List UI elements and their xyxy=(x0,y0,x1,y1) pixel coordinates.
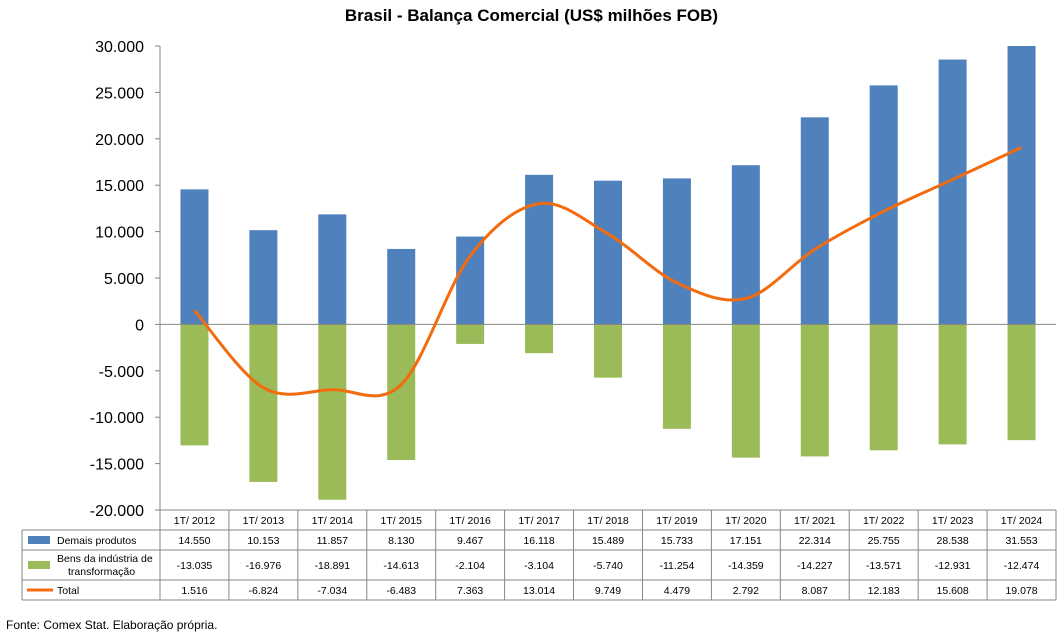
table-value: 15.733 xyxy=(661,535,693,547)
y-tick-label: 0 xyxy=(135,317,144,334)
bar-demais-produtos-5 xyxy=(525,174,554,325)
table-category-label: 1T/ 2022 xyxy=(863,515,905,527)
legend-key-0 xyxy=(28,536,50,544)
y-tick-label: 15.000 xyxy=(95,178,144,195)
y-tick-label: -10.000 xyxy=(90,410,144,427)
table-value: -2.104 xyxy=(455,560,485,572)
table-value: 16.118 xyxy=(523,535,554,547)
table-value: 8.130 xyxy=(388,535,414,547)
table-category-label: 1T/ 2014 xyxy=(312,515,354,527)
table-category-label: 1T/ 2017 xyxy=(518,515,560,527)
table-value: -14.359 xyxy=(728,560,764,572)
table-category-label: 1T/ 2015 xyxy=(381,515,423,527)
table-category-label: 1T/ 2024 xyxy=(1001,515,1043,527)
bar-bens-industria-2 xyxy=(318,324,347,500)
bar-demais-produtos-1 xyxy=(249,230,278,325)
table-value: -5.740 xyxy=(593,560,623,572)
bar-bens-industria-5 xyxy=(525,324,554,354)
bar-bens-industria-11 xyxy=(938,324,967,445)
table-value: -14.227 xyxy=(797,560,833,572)
table-value: -13.035 xyxy=(177,560,213,572)
table-value: -13.571 xyxy=(866,560,902,572)
table-value: 9.749 xyxy=(595,585,621,597)
y-tick-label: 25.000 xyxy=(95,85,144,102)
total-line xyxy=(193,145,1023,398)
table-value: 11.857 xyxy=(317,535,348,547)
table-value: -3.104 xyxy=(524,560,554,572)
bar-demais-produtos-2 xyxy=(318,214,347,325)
bar-demais-produtos-4 xyxy=(456,236,485,325)
table-value: 9.467 xyxy=(457,535,483,547)
legend-key-1 xyxy=(28,561,50,569)
table-value: -16.976 xyxy=(246,560,282,572)
bar-bens-industria-4 xyxy=(456,324,485,344)
y-tick-label: -20.000 xyxy=(90,503,144,520)
table-value: -6.824 xyxy=(248,585,278,597)
bar-demais-produtos-7 xyxy=(662,178,691,325)
legend-label-2: Total xyxy=(57,585,79,597)
table-value: 25.755 xyxy=(868,535,900,547)
table-category-label: 1T/ 2012 xyxy=(174,515,216,527)
table-category-label: 1T/ 2021 xyxy=(794,515,836,527)
table-value: -18.891 xyxy=(314,560,350,572)
bar-demais-produtos-10 xyxy=(869,85,898,325)
table-category-label: 1T/ 2023 xyxy=(932,515,974,527)
table-value: 7.363 xyxy=(457,585,483,597)
source-note: Fonte: Comex Stat. Elaboração própria. xyxy=(6,618,218,632)
table-category-label: 1T/ 2013 xyxy=(243,515,285,527)
chart-title: Brasil - Balança Comercial (US$ milhões … xyxy=(344,6,719,25)
bar-demais-produtos-12 xyxy=(1007,46,1036,325)
table-value: -11.254 xyxy=(660,560,695,572)
table-value: 22.314 xyxy=(799,535,831,547)
table-value: 12.183 xyxy=(868,585,900,597)
y-tick-label: 20.000 xyxy=(95,132,144,149)
table-value: 8.087 xyxy=(802,585,828,597)
bar-demais-produtos-6 xyxy=(594,180,622,325)
table-value: 15.489 xyxy=(592,535,624,547)
table-category-label: 1T/ 2020 xyxy=(725,515,767,527)
bar-bens-industria-9 xyxy=(800,324,829,457)
bar-demais-produtos-9 xyxy=(800,117,829,325)
y-tick-label: 10.000 xyxy=(95,225,144,242)
table-value: 4.479 xyxy=(664,585,690,597)
table-value: 2.792 xyxy=(733,585,759,597)
table-category-label: 1T/ 2018 xyxy=(587,515,629,527)
table-value: -7.034 xyxy=(317,585,347,597)
legend-label-1: Bens da indústria de xyxy=(57,553,153,565)
bar-bens-industria-6 xyxy=(594,324,622,378)
bar-demais-produtos-11 xyxy=(938,59,967,325)
table-value: 14.550 xyxy=(178,535,210,547)
table-value: -12.931 xyxy=(935,560,971,572)
bar-demais-produtos-0 xyxy=(180,189,209,325)
y-tick-label: -15.000 xyxy=(90,457,144,474)
table-value: 28.538 xyxy=(937,535,969,547)
bar-bens-industria-10 xyxy=(869,324,898,451)
bar-bens-industria-0 xyxy=(180,324,209,446)
table-value: 10.153 xyxy=(247,535,279,547)
table-value: 13.014 xyxy=(523,585,555,597)
table-category-label: 1T/ 2016 xyxy=(449,515,491,527)
table-value: 15.608 xyxy=(937,585,969,597)
table-value: -6.483 xyxy=(386,585,416,597)
table-value: 19.078 xyxy=(1005,585,1037,597)
y-tick-label: 30.000 xyxy=(95,39,144,56)
table-category-label: 1T/ 2019 xyxy=(656,515,698,527)
bar-demais-produtos-3 xyxy=(387,248,416,325)
y-tick-label: 5.000 xyxy=(104,271,144,288)
y-tick-label: -5.000 xyxy=(99,364,144,381)
bar-bens-industria-12 xyxy=(1007,324,1036,441)
table-value: -12.474 xyxy=(1004,560,1040,572)
table-value: 31.553 xyxy=(1005,535,1037,547)
table-value: 1.516 xyxy=(181,585,207,597)
legend-label-1: transformação xyxy=(68,566,135,578)
bar-bens-industria-7 xyxy=(662,324,691,429)
bar-bens-industria-1 xyxy=(249,324,278,482)
table-value: 17.151 xyxy=(730,535,762,547)
table-value: -14.613 xyxy=(383,560,419,572)
bar-bens-industria-8 xyxy=(731,324,760,458)
legend-label-0: Demais produtos xyxy=(57,535,136,547)
